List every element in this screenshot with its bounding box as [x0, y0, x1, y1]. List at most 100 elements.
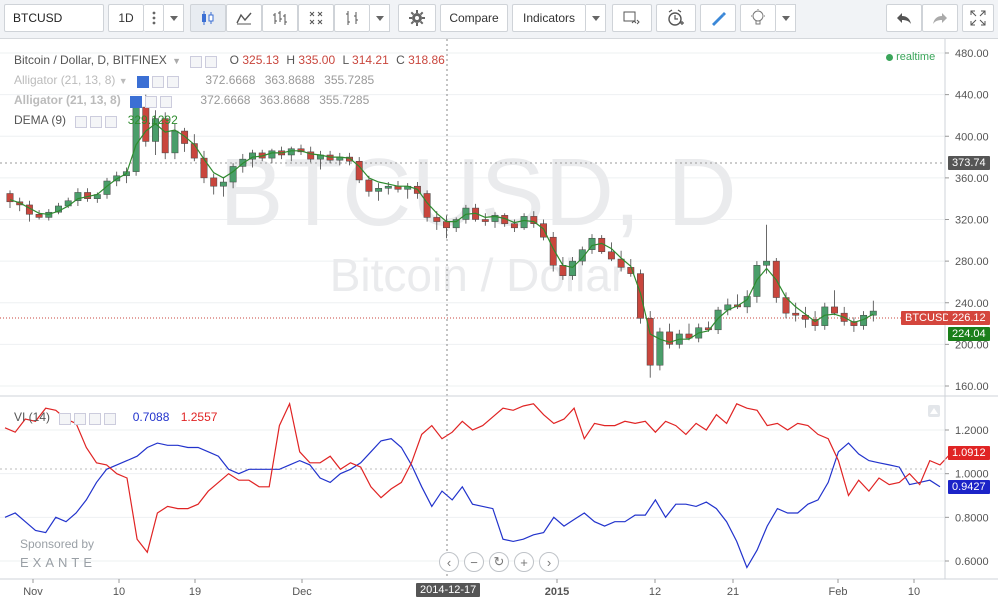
watermark-name: Bitcoin / Dollar	[330, 249, 627, 301]
candle-body	[637, 273, 644, 319]
alligator-dropdown-icon[interactable]: ▼	[118, 76, 128, 86]
zoom-in-icon[interactable]: +	[514, 552, 534, 572]
reset-chart-icon[interactable]: ↻	[489, 552, 509, 572]
compare-label: Compare	[449, 11, 499, 25]
candle-body	[510, 223, 518, 229]
undo-icon[interactable]	[886, 4, 922, 32]
candle-body	[190, 143, 198, 159]
time-axis[interactable]: Nov 10 19 Dec 2015 12 21 Feb 10	[23, 579, 920, 598]
alarm-clock-icon[interactable]	[656, 4, 696, 32]
interval-menu-icon[interactable]	[144, 4, 164, 32]
candle-body	[103, 180, 111, 195]
dema-line	[9, 123, 874, 343]
candle-body	[666, 331, 674, 345]
chart-area[interactable]: BTCUSD, D Bitcoin / Dollar 480.00 440.00 4…	[0, 39, 998, 608]
watermark-symbol: BTCUSD, D	[219, 139, 736, 246]
candle-body	[811, 319, 819, 326]
candle-body	[152, 118, 159, 142]
price-tick-label: 320.00	[955, 215, 989, 227]
legend-buttons[interactable]	[190, 54, 220, 68]
vi-tick-label: 1.0000	[955, 469, 989, 481]
candle-body	[656, 331, 664, 366]
price-axis[interactable]: 480.00 440.00 400.00 360.00 320.00 280.00 240.…	[945, 48, 989, 393]
price-tick-label: 200.00	[955, 339, 989, 351]
time-tick-label: 21	[727, 586, 739, 598]
indicators-button[interactable]: Indicators	[512, 4, 586, 32]
last-price-tag: 226.12	[948, 311, 990, 325]
scroll-left-icon[interactable]: ‹	[439, 552, 459, 572]
candle-body	[491, 215, 499, 222]
candle-body	[219, 181, 227, 187]
alligator-teeth-value: 363.8688	[259, 93, 310, 107]
time-tick-label: 19	[189, 586, 201, 598]
time-tick-label: 10	[113, 586, 125, 598]
candle-body	[365, 179, 373, 192]
scroll-right-icon[interactable]: ›	[539, 552, 559, 572]
candle-body	[64, 200, 72, 207]
candle-body	[549, 236, 557, 266]
bars-chart-icon[interactable]	[262, 4, 298, 32]
close-label: C	[396, 53, 405, 67]
fullscreen-icon[interactable]	[962, 4, 994, 32]
brush-icon[interactable]	[700, 4, 736, 32]
candle-body	[35, 214, 43, 218]
vi-plus-value: 0.7088	[132, 410, 170, 424]
candle-body	[384, 185, 392, 189]
time-tick-label: Feb	[829, 586, 848, 598]
maximize-pane-icon[interactable]	[928, 405, 940, 417]
gear-icon[interactable]	[398, 4, 436, 32]
high-value: 335.00	[298, 53, 336, 67]
candle-body	[433, 217, 441, 222]
price-tick-label: 280.00	[955, 256, 989, 268]
price-tick-label: 480.00	[955, 48, 989, 60]
open-label: O	[229, 53, 240, 67]
dema-buttons[interactable]	[75, 114, 120, 128]
sponsor-brand-logo[interactable]: EXANTE	[20, 555, 97, 570]
vi-axis[interactable]: 1.2000 1.0000 0.8000 0.6000	[945, 425, 989, 568]
candle-body	[569, 260, 577, 276]
chart-style-dropdown-icon[interactable]	[370, 4, 390, 32]
realtime-label: realtime	[896, 51, 936, 63]
candle-body	[181, 130, 189, 144]
area-chart-icon[interactable]	[226, 4, 262, 32]
legend-dropdown-icon[interactable]: ▼	[172, 56, 181, 66]
chart-canvas[interactable]: BTCUSD, D Bitcoin / Dollar 480.00440.004…	[0, 39, 998, 608]
symbol-input[interactable]: BTCUSD	[4, 4, 104, 32]
script-editor-icon[interactable]	[612, 4, 652, 32]
interval-dropdown-icon[interactable]	[164, 4, 184, 32]
alligator-price-tag: 373.74	[948, 156, 990, 170]
redo-icon[interactable]	[922, 4, 958, 32]
compare-button[interactable]: Compare	[440, 4, 508, 32]
price-tick-label: 160.00	[955, 381, 989, 393]
vi-minus-tag: 1.0912	[948, 446, 990, 460]
sponsored-text: Sponsored by	[20, 537, 95, 551]
alligator-buttons[interactable]	[137, 74, 182, 88]
candle-body	[210, 177, 218, 187]
dema-legend: DEMA (9) 329.1292	[14, 113, 178, 128]
time-tick-label: 12	[649, 586, 661, 598]
time-tick-label: Dec	[292, 586, 312, 598]
candles-icon[interactable]	[190, 4, 226, 32]
renko-icon[interactable]	[334, 4, 370, 32]
candle-body	[685, 333, 693, 339]
candle-body	[792, 312, 800, 316]
candle-body	[200, 157, 208, 179]
vi-buttons[interactable]	[59, 411, 119, 425]
price-tick-label: 440.00	[955, 90, 989, 102]
chart-grid	[0, 52, 945, 562]
candle-body	[763, 260, 771, 266]
top-toolbar: BTCUSD 1D Compare Indicators	[0, 0, 998, 39]
candle-body	[161, 118, 169, 154]
lightbulb-icon[interactable]	[740, 4, 776, 32]
candle-body	[869, 310, 877, 316]
zoom-out-icon[interactable]: −	[464, 552, 484, 572]
symbol-price-tag-label: BTCUSD	[901, 311, 955, 325]
alligator-buttons[interactable]	[130, 94, 175, 108]
pattern-icon[interactable]	[298, 4, 334, 32]
alligator-teeth-value: 363.8688	[264, 73, 315, 87]
interval-button[interactable]: 1D	[108, 4, 144, 32]
alligator-lips-value: 355.7285	[319, 93, 370, 107]
indicators-dropdown-icon[interactable]	[586, 4, 606, 32]
candle-body	[307, 151, 315, 160]
ideas-dropdown-icon[interactable]	[776, 4, 796, 32]
